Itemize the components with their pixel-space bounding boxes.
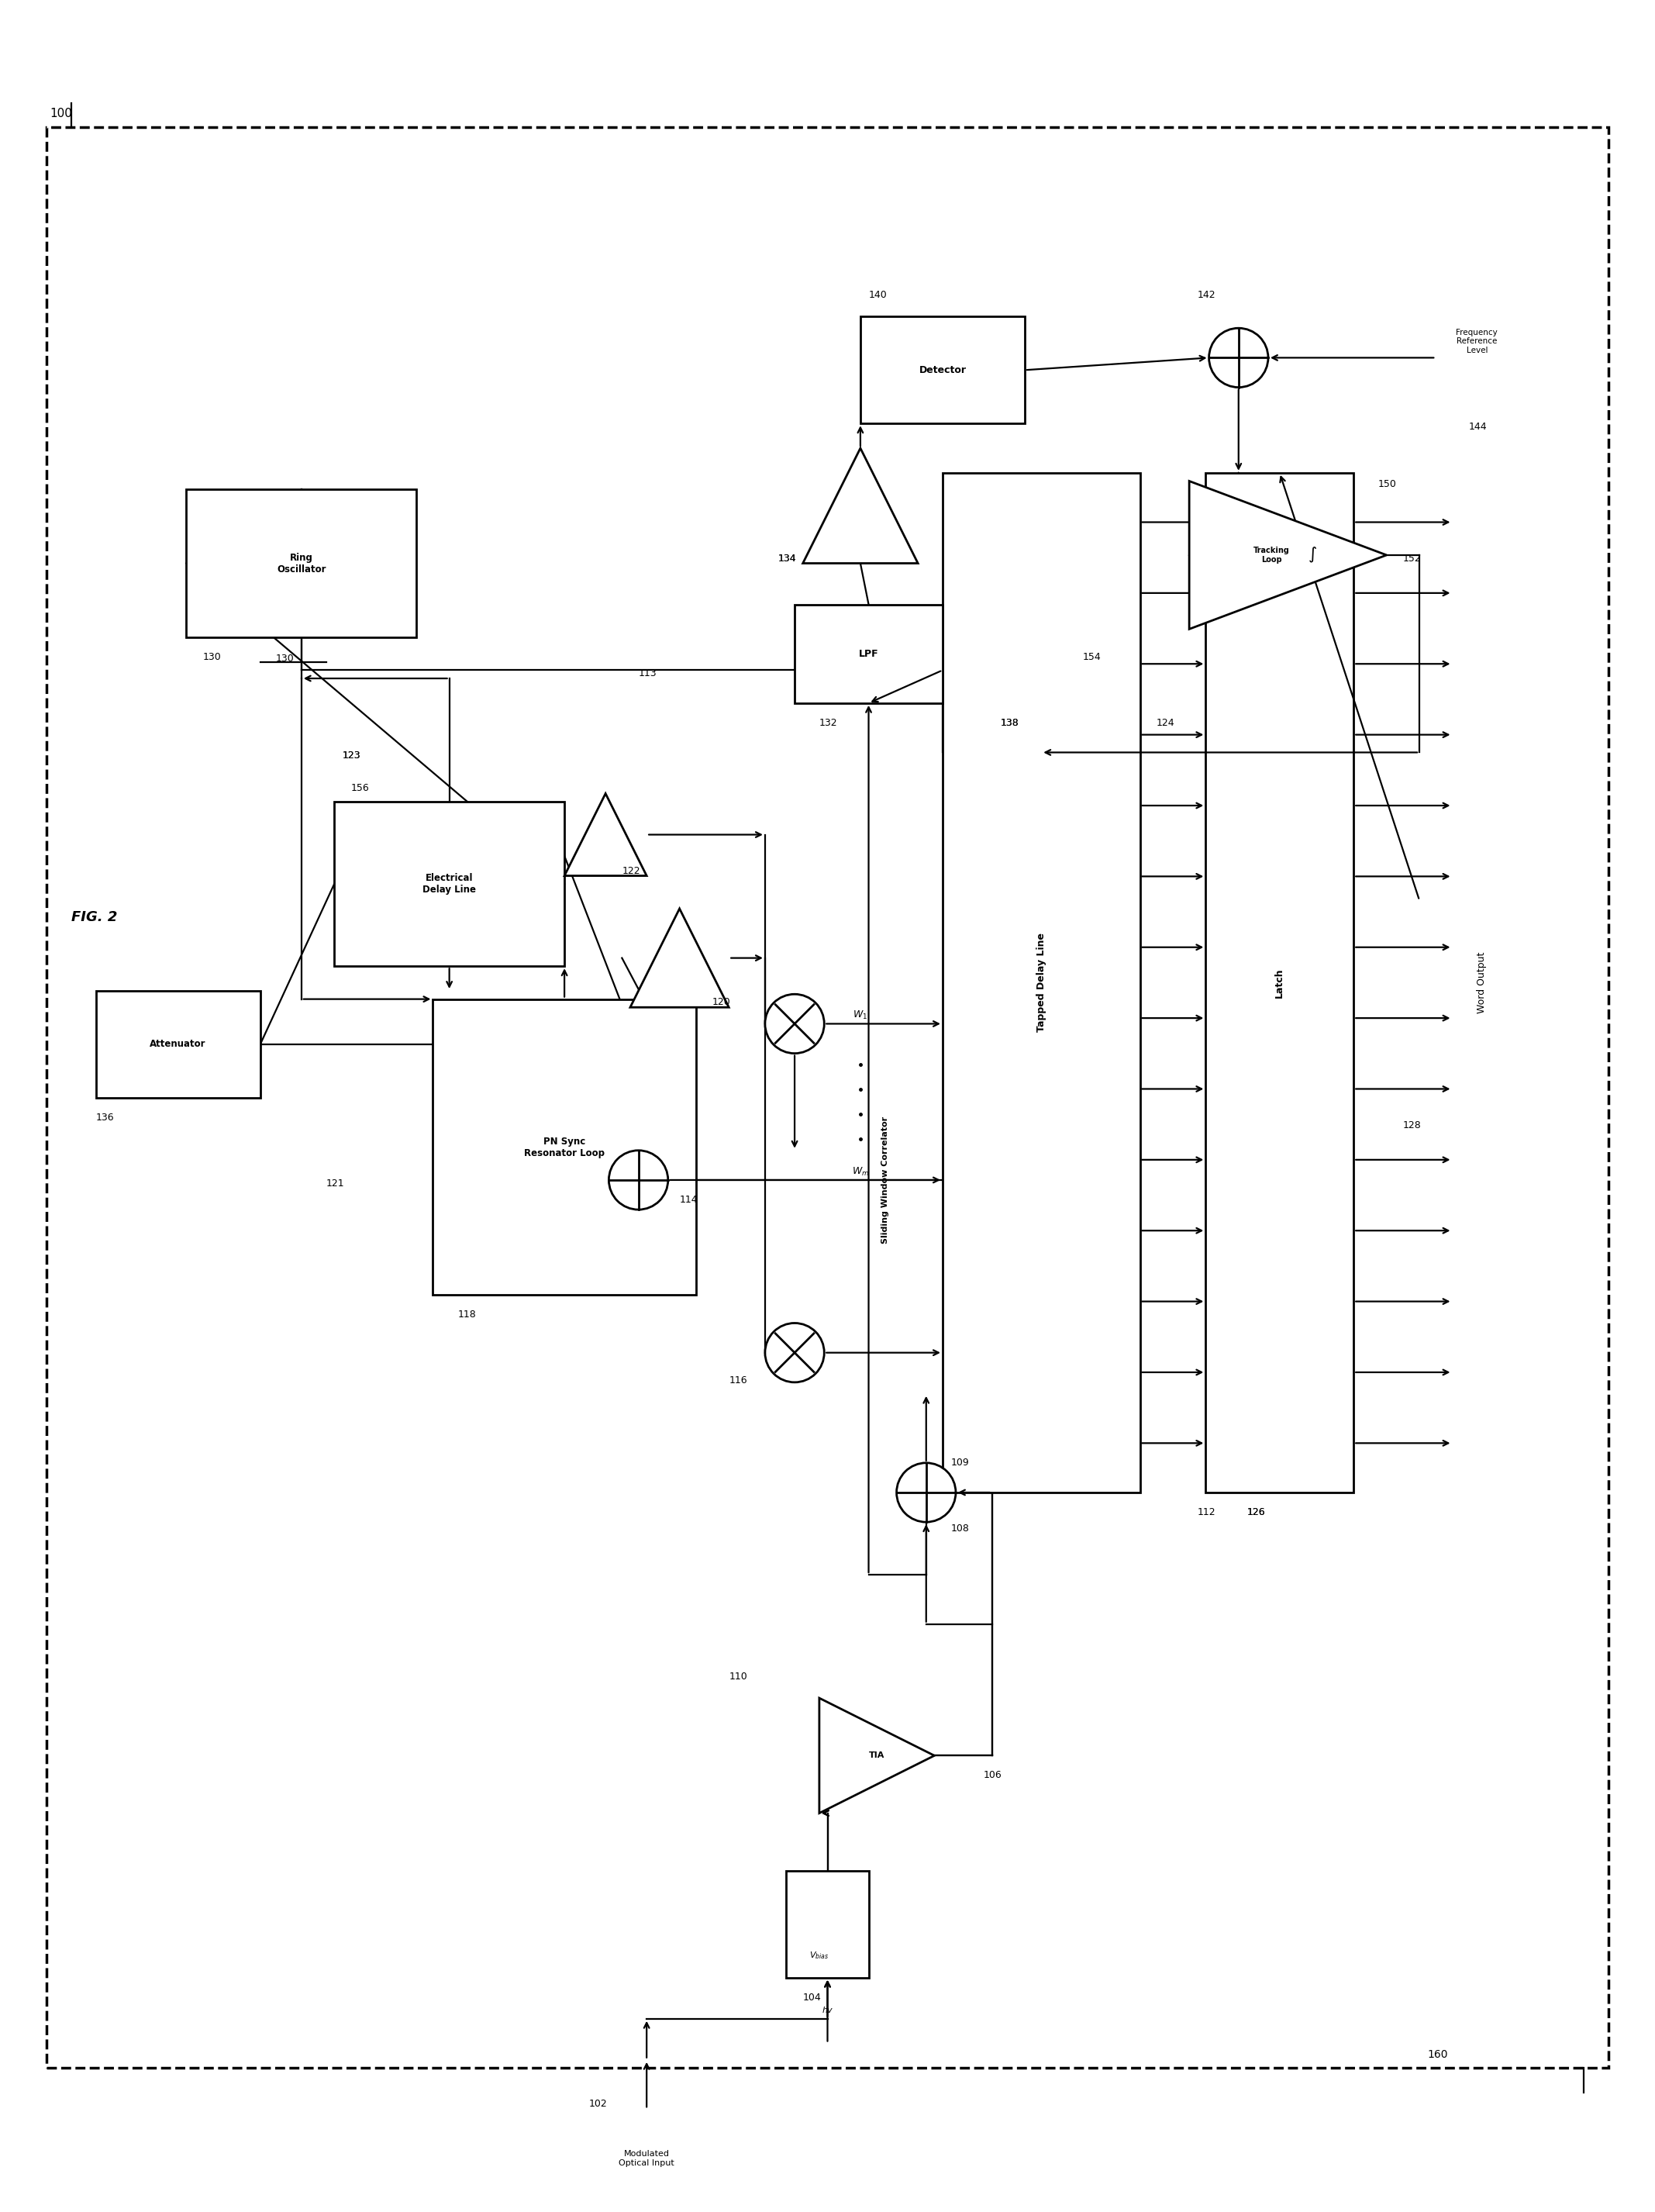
Text: PN Sync
Resonator Loop: PN Sync Resonator Loop <box>525 1137 604 1157</box>
Text: 138: 138 <box>1000 717 1018 728</box>
Text: LPF: LPF <box>859 648 879 659</box>
Text: 112: 112 <box>1198 1506 1216 1517</box>
Text: 136: 136 <box>96 1113 114 1121</box>
Bar <box>1206 473 1354 1493</box>
Text: hv: hv <box>823 2006 832 2015</box>
Text: 123: 123 <box>343 750 361 761</box>
Text: $V_{bias}$: $V_{bias}$ <box>809 1951 829 1962</box>
Circle shape <box>897 1462 955 1522</box>
Text: 154: 154 <box>1082 653 1101 661</box>
Text: $W_1$: $W_1$ <box>852 1009 867 1022</box>
Text: 108: 108 <box>952 1524 970 1533</box>
Circle shape <box>765 993 824 1053</box>
Text: Frequency
Reference
Level: Frequency Reference Level <box>1456 327 1498 354</box>
Text: Modulated
Optical Input: Modulated Optical Input <box>619 2150 675 2168</box>
Text: 106: 106 <box>983 1770 1003 1781</box>
Text: FIG. 2: FIG. 2 <box>71 909 118 925</box>
Text: 160: 160 <box>1428 2048 1448 2059</box>
Text: 120: 120 <box>712 998 732 1006</box>
Text: 142: 142 <box>1198 290 1216 301</box>
Text: 118: 118 <box>457 1310 477 1321</box>
Text: 109: 109 <box>952 1458 970 1469</box>
Text: 113: 113 <box>639 668 657 679</box>
Text: 102: 102 <box>589 2099 607 2110</box>
Text: 114: 114 <box>680 1194 698 1206</box>
Text: 110: 110 <box>728 1672 748 1681</box>
Text: 121: 121 <box>326 1179 344 1188</box>
Text: 156: 156 <box>351 783 369 794</box>
Text: 123: 123 <box>343 750 361 761</box>
Text: 150: 150 <box>1379 480 1397 489</box>
Polygon shape <box>803 449 919 564</box>
Text: TIA: TIA <box>869 1752 885 1759</box>
Text: 100: 100 <box>50 108 73 119</box>
Text: 126: 126 <box>1246 1506 1264 1517</box>
Polygon shape <box>631 909 728 1006</box>
Text: 134: 134 <box>778 553 796 564</box>
Polygon shape <box>1190 480 1387 628</box>
Text: Attenuator: Attenuator <box>151 1040 207 1048</box>
Text: 140: 140 <box>869 290 887 301</box>
Text: Ring
Oscillator: Ring Oscillator <box>276 553 326 575</box>
Circle shape <box>1208 327 1268 387</box>
Circle shape <box>765 1323 824 1382</box>
Text: 144: 144 <box>1468 422 1488 431</box>
Circle shape <box>609 1150 669 1210</box>
Text: 126: 126 <box>1246 1506 1264 1517</box>
Bar <box>943 473 1140 1493</box>
Text: Sliding Window Correlator: Sliding Window Correlator <box>880 1117 889 1243</box>
Text: Latch: Latch <box>1274 967 1284 998</box>
Text: $\int$: $\int$ <box>1307 546 1317 564</box>
Polygon shape <box>564 794 647 876</box>
Text: 132: 132 <box>819 717 837 728</box>
Text: Electrical
Delay Line: Electrical Delay Line <box>422 874 477 896</box>
Text: Detector: Detector <box>919 365 967 376</box>
Text: 104: 104 <box>803 1993 821 2002</box>
Bar <box>96 991 260 1097</box>
Text: 138: 138 <box>1000 717 1018 728</box>
Text: 134: 134 <box>778 553 796 564</box>
Bar <box>794 604 943 703</box>
Bar <box>786 1871 869 1978</box>
Text: $W_m$: $W_m$ <box>852 1166 869 1177</box>
Text: Word Output: Word Output <box>1476 951 1488 1013</box>
Text: Tracking
Loop: Tracking Loop <box>1253 546 1289 564</box>
Polygon shape <box>819 1699 935 1814</box>
Bar <box>334 801 564 967</box>
Text: 128: 128 <box>1403 1121 1422 1130</box>
Bar <box>187 489 417 637</box>
Text: 124: 124 <box>1157 717 1175 728</box>
Text: 152: 152 <box>1403 553 1422 564</box>
Text: 122: 122 <box>622 865 640 876</box>
Text: 130: 130 <box>276 655 295 664</box>
Text: 116: 116 <box>728 1376 746 1385</box>
Text: 130: 130 <box>202 653 222 661</box>
Bar <box>861 316 1024 422</box>
Text: Tapped Delay Line: Tapped Delay Line <box>1036 933 1046 1033</box>
Bar <box>434 1000 697 1294</box>
